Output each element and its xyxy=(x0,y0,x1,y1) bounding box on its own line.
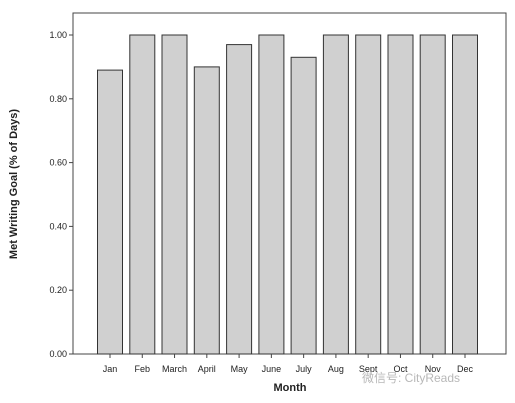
x-tick-label-may: May xyxy=(231,364,249,374)
y-axis: 0.00 0.20 0.40 0.60 0.80 1.00 xyxy=(49,30,73,359)
x-tick-label-aug: Aug xyxy=(328,364,344,374)
bar-oct xyxy=(387,34,414,355)
x-tick-label-oct: Oct xyxy=(393,364,408,374)
y-tick-label: 0.80 xyxy=(49,94,67,104)
x-tick-label-june: June xyxy=(262,364,282,374)
y-axis-title: Met Writing Goal (% of Days) xyxy=(8,109,20,259)
bar-aug xyxy=(322,34,349,355)
bar-may xyxy=(226,44,253,355)
bar-sept xyxy=(355,34,382,355)
bar-july xyxy=(290,56,317,355)
x-tick-label-jan: Jan xyxy=(103,364,118,374)
bar-june xyxy=(258,34,285,355)
y-tick-label: 0.40 xyxy=(49,221,67,231)
x-tick-label-march: March xyxy=(162,364,187,374)
x-tick-label-sept: Sept xyxy=(359,364,378,374)
x-axis-title: Month xyxy=(274,382,307,394)
bar-march xyxy=(161,34,188,355)
bars xyxy=(97,34,478,355)
bar-feb xyxy=(129,34,156,355)
bar-dec xyxy=(452,34,478,355)
watermark-text: 微信号: CityReads xyxy=(362,371,460,385)
bar-april xyxy=(193,66,220,355)
x-tick-label-april: April xyxy=(198,364,216,374)
x-tick-label-july: July xyxy=(296,364,313,374)
y-tick-label: 1.00 xyxy=(49,30,67,40)
bar-nov xyxy=(419,34,446,355)
plot-frame xyxy=(72,12,507,355)
x-tick-label-nov: Nov xyxy=(425,364,442,374)
y-tick-label: 0.20 xyxy=(49,285,67,295)
x-axis: Jan Feb March April May June July Aug Sept Oct Nov… xyxy=(103,354,474,374)
y-tick-label: 0.00 xyxy=(49,349,67,359)
bar-jan xyxy=(97,69,123,355)
x-tick-label-feb: Feb xyxy=(135,364,151,374)
x-tick-label-dec: Dec xyxy=(457,364,474,374)
y-tick-label: 0.60 xyxy=(49,158,67,168)
